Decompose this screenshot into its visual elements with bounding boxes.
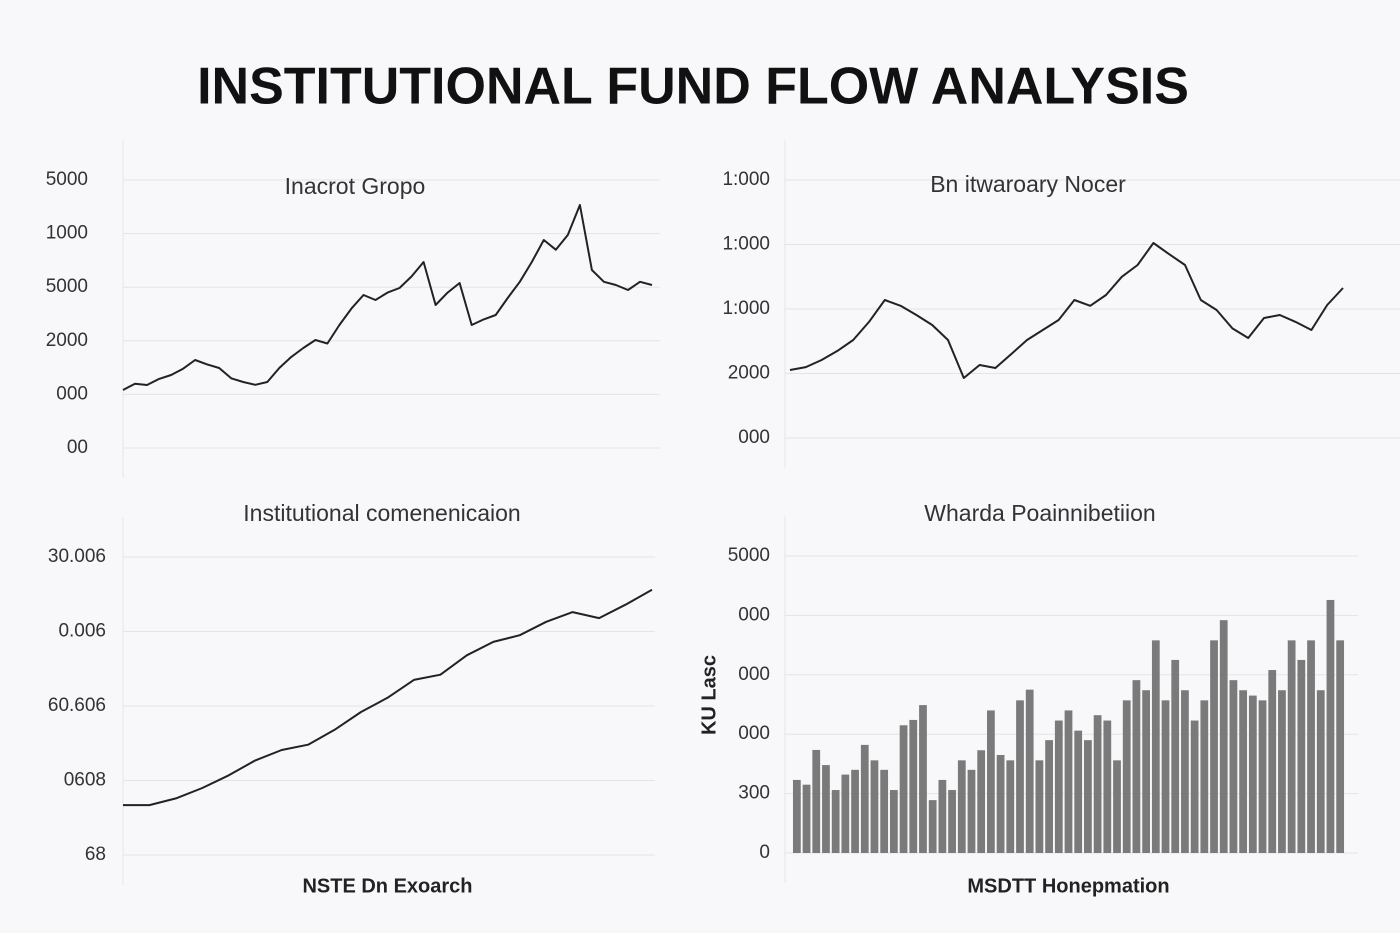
bar: [1171, 659, 1180, 853]
bar: [1326, 599, 1335, 853]
bar: [1151, 640, 1160, 853]
bar: [1016, 700, 1024, 853]
line-series: [123, 588, 653, 807]
bar: [909, 719, 918, 853]
bar: [957, 760, 966, 853]
bar: [1064, 710, 1073, 853]
bar: [1307, 640, 1315, 853]
bar: [1190, 720, 1199, 853]
bar: [1045, 740, 1053, 853]
bar: [1084, 740, 1092, 853]
bar: [1093, 715, 1102, 853]
y-tick-label: 1:000: [722, 234, 770, 255]
subplot-title: Inacrot Gropo: [285, 173, 426, 199]
y-tick-label: 000: [738, 427, 770, 448]
y-tick-label: 5000: [46, 276, 88, 297]
bar: [1006, 760, 1015, 853]
bar: [831, 790, 840, 853]
bar: [919, 705, 927, 853]
bar: [996, 754, 1005, 853]
bar: [1210, 640, 1218, 853]
bar: [802, 784, 811, 853]
y-tick-label: 300: [738, 783, 770, 804]
bar: [1035, 760, 1044, 853]
bar: [1219, 620, 1228, 853]
y-tick-label: 2000: [46, 330, 88, 351]
bar: [870, 760, 879, 853]
bar: [1054, 720, 1063, 853]
bar: [1142, 690, 1150, 853]
bar: [1268, 670, 1277, 853]
bar: [841, 774, 850, 853]
bar: [1181, 690, 1189, 853]
y-tick-label: 5000: [46, 169, 88, 190]
bar: [1287, 640, 1296, 853]
x-axis-label: NSTE Dn Exoarch: [302, 875, 472, 897]
bar: [1074, 730, 1083, 853]
line-series: [122, 204, 653, 391]
bar: [1200, 700, 1209, 853]
bar: [948, 790, 956, 853]
y-tick-label: 60.606: [48, 695, 106, 716]
y-axis-label: KU Lasc: [698, 655, 720, 735]
y-tick-label: 000: [56, 383, 88, 404]
bar: [1248, 695, 1257, 853]
bar: [928, 800, 937, 853]
bar: [1336, 640, 1345, 853]
bar: [1297, 659, 1306, 853]
y-tick-label: 000: [738, 604, 770, 625]
bar: [1113, 760, 1121, 853]
line-series: [789, 242, 1344, 379]
bar: [1025, 689, 1034, 853]
bar: [889, 790, 898, 853]
y-tick-label: 1000: [46, 223, 88, 244]
bar: [792, 779, 801, 853]
bar: [860, 744, 869, 853]
bar: [967, 769, 976, 853]
y-tick-label: 68: [85, 844, 106, 865]
subplot-title: Wharda Poainnibetiion: [924, 500, 1155, 526]
y-tick-label: 0.006: [58, 621, 106, 642]
y-tick-label: 1:000: [722, 298, 770, 319]
bar: [812, 749, 821, 853]
bar: [1278, 690, 1286, 853]
bar: [1316, 690, 1325, 853]
bar: [1161, 700, 1170, 853]
y-tick-label: 1:000: [722, 169, 770, 190]
bar: [1132, 680, 1141, 853]
y-tick-label: 000: [738, 664, 770, 685]
bar: [938, 779, 947, 853]
y-tick-label: 30.006: [48, 546, 106, 567]
y-tick-label: 0: [759, 842, 770, 863]
bar: [1229, 680, 1238, 853]
bar: [851, 769, 859, 853]
bar: [1239, 690, 1248, 853]
bar: [880, 769, 889, 853]
y-tick-label: 0608: [64, 770, 106, 791]
bar: [977, 750, 986, 853]
bar: [1122, 700, 1131, 853]
page-title: INSTITUTIONAL FUND FLOW ANALYSIS: [197, 58, 1189, 116]
bar: [822, 765, 830, 853]
subplot-title: Institutional comenenicaion: [243, 500, 520, 526]
subplot-title: Bn itwaroary Nocer: [930, 171, 1126, 197]
y-tick-label: 00: [67, 437, 88, 458]
y-tick-label: 5000: [728, 545, 770, 566]
x-axis-label: MSDTT Honepmation: [967, 875, 1169, 897]
y-tick-label: 2000: [728, 363, 770, 384]
bar: [899, 725, 908, 853]
bar: [987, 710, 995, 853]
y-tick-label: 000: [738, 723, 770, 744]
bar: [1258, 700, 1267, 853]
bar: [1103, 720, 1112, 853]
